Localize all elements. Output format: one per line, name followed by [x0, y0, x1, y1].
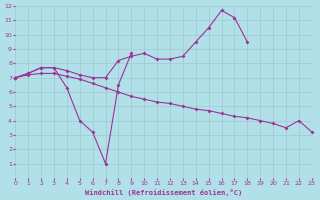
X-axis label: Windchill (Refroidissement éolien,°C): Windchill (Refroidissement éolien,°C)	[85, 189, 242, 196]
